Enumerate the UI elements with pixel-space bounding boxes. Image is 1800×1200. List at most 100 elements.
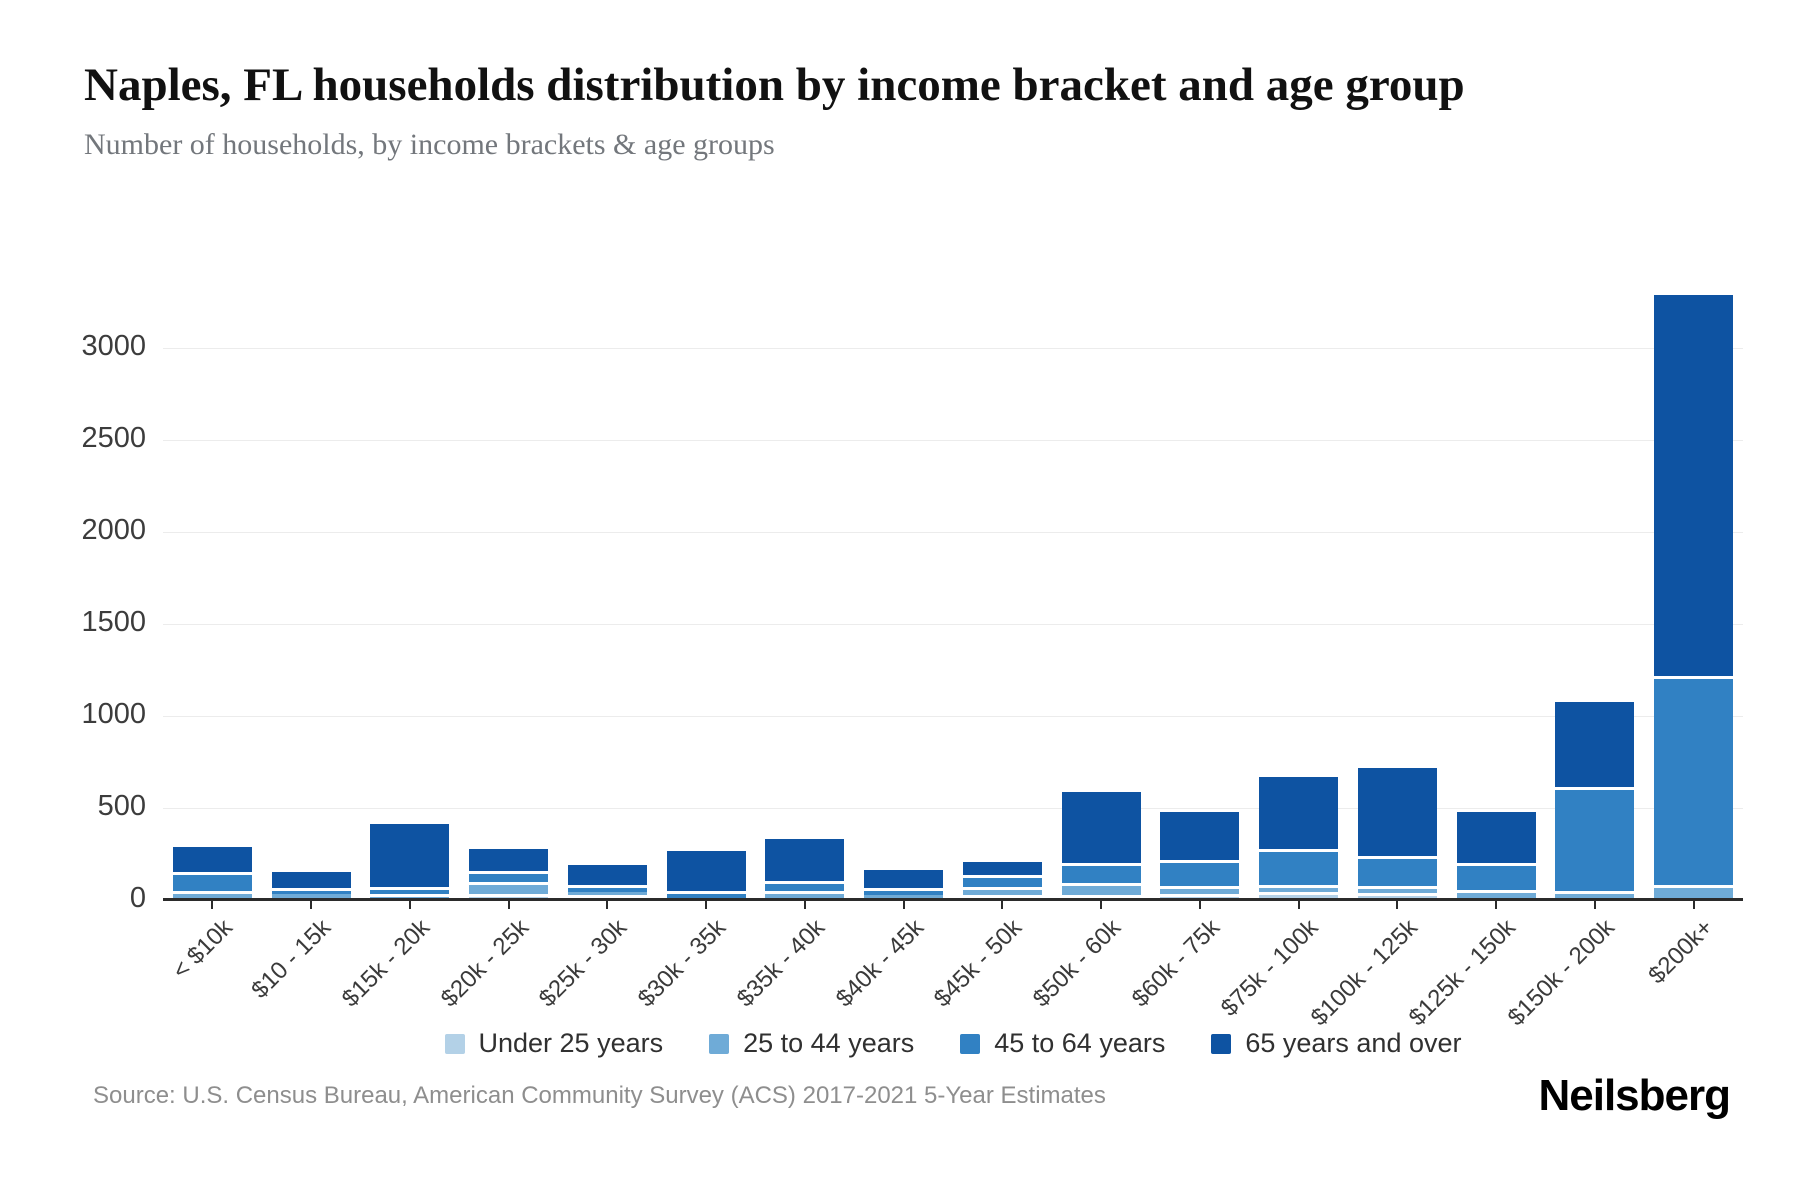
bar-segment-25-to-44-years (567, 891, 647, 899)
y-tick-label: 3000 (81, 330, 146, 362)
bar-segment-45-to-64-years (567, 888, 647, 892)
chart-footer: Source: U.S. Census Bureau, American Com… (0, 1066, 1800, 1126)
bar-segment-65-years-and-over (1654, 294, 1734, 680)
bar-segment-45-to-64-years (1357, 858, 1437, 889)
bar-segment-25-to-44-years (962, 889, 1042, 899)
neilsberg-logo: Neilsberg (1538, 1071, 1731, 1120)
x-axis-tick (902, 901, 905, 909)
bar-segment-25-to-44-years (1160, 888, 1240, 898)
bar-segment-65-years-and-over (567, 865, 647, 889)
x-tick-label: $10 - 15k (246, 914, 337, 1004)
bar-segment-45-to-64-years (765, 884, 845, 894)
bar-segment-25-to-44-years (1555, 894, 1635, 900)
bar-segment-65-years-and-over (962, 862, 1042, 878)
x-tick-label: $15k - 20k (336, 914, 435, 1013)
legend-swatch (444, 1033, 465, 1054)
bar-segment-45-to-64-years (1456, 865, 1536, 893)
x-tick-label: $30k - 35k (632, 914, 732, 1013)
bar-segment-25-to-44-years (469, 885, 549, 898)
bar-segment-65-years-and-over (1160, 811, 1240, 864)
gridline (163, 715, 1743, 717)
x-axis-tick (1198, 901, 1201, 909)
y-tick-label: 2500 (81, 422, 146, 454)
x-tick-label: $60k - 75k (1126, 914, 1225, 1013)
legend-swatch (1211, 1033, 1232, 1054)
bar-segment-25-to-44-years (1357, 888, 1437, 897)
gridline (163, 347, 1743, 349)
bar-segment-25-to-44-years (172, 893, 252, 899)
y-tick-label: 2000 (81, 514, 146, 546)
gridline (163, 531, 1743, 533)
x-tick-label: $75k - 100k (1215, 914, 1324, 1022)
x-axis-tick (1001, 901, 1004, 909)
bar-segment-25-to-44-years (1654, 888, 1734, 900)
bar-segment-65-years-and-over (469, 848, 549, 875)
bar-segment-65-years-and-over (765, 839, 845, 885)
x-axis-line (163, 898, 1743, 901)
y-tick-label: 1000 (81, 698, 146, 730)
stacked-bar-chart-plot-area: 0 500 1000 1500 2000 2500 3000 < $10k $10 - 15k $… (81, 260, 1743, 1031)
bar-segment-25-to-44-years (1456, 892, 1536, 900)
bar-segment-45-to-64-years (962, 877, 1042, 890)
bar-segment-25-to-44-years (864, 895, 944, 900)
bar-segment-45-to-64-years (1654, 679, 1734, 889)
bar-segment-45-to-64-years (864, 890, 944, 896)
bar-segment-45-to-64-years (1061, 865, 1141, 887)
x-axis-tick (1100, 901, 1103, 909)
x-tick-label: < $10k (166, 914, 238, 985)
bar-segment-65-years-and-over (370, 823, 450, 890)
page-subtitle: Number of households, by income brackets… (84, 128, 775, 162)
bar-segment-65-years-and-over (172, 846, 252, 876)
bar-segment-65-years-and-over (1555, 702, 1635, 790)
legend-label: Under 25 years (478, 1028, 664, 1058)
bar-segment-45-to-64-years (666, 893, 746, 899)
x-tick-label: $45k - 50k (929, 914, 1028, 1013)
gridline (163, 623, 1743, 625)
bar-segment-45-to-64-years (1259, 852, 1339, 889)
bar-segment-45-to-64-years (370, 889, 450, 898)
x-axis-tick (705, 901, 708, 909)
x-tick-label: $20k - 25k (435, 914, 534, 1013)
bar-segment-45-to-64-years (271, 890, 351, 895)
bar-segment-65-years-and-over (666, 851, 746, 894)
legend-item: 45 to 64 years (960, 1028, 1165, 1059)
legend-swatch (709, 1033, 730, 1054)
bar-segment-25-to-44-years (1061, 886, 1141, 899)
bar-segment-25-to-44-years (1259, 888, 1339, 896)
bar-segment-65-years-and-over (1456, 811, 1536, 866)
bar-segment-25-to-44-years (765, 893, 845, 899)
x-tick-label: $25k - 30k (534, 914, 633, 1013)
source-note: Source: U.S. Census Bureau, American Com… (93, 1082, 1106, 1109)
x-axis-tick (408, 901, 411, 909)
legend-swatch (960, 1033, 981, 1054)
legend-label: 45 to 64 years (994, 1028, 1166, 1058)
x-axis-tick (606, 901, 609, 909)
chart-header: Naples, FL households distribution by in… (84, 58, 1724, 162)
x-axis-tick (803, 901, 806, 909)
bar-segment-65-years-and-over (271, 871, 351, 891)
legend-item: 65 years and over (1211, 1028, 1462, 1059)
y-tick-label: 1500 (81, 606, 146, 638)
bar-segment-65-years-and-over (1061, 792, 1141, 866)
bar-segment-65-years-and-over (1357, 767, 1437, 859)
legend-item: 25 to 44 years (709, 1028, 914, 1059)
bar-segment-45-to-64-years (1555, 789, 1635, 895)
x-axis-tick (211, 901, 214, 909)
x-tick-label: $40k - 45k (830, 914, 929, 1013)
gridline (163, 807, 1743, 809)
x-axis-tick (1692, 901, 1695, 909)
bar-segment-65-years-and-over (864, 869, 944, 891)
bar-segment-45-to-64-years (1160, 863, 1240, 889)
legend-item: Under 25 years (444, 1028, 664, 1059)
x-tick-label: $35k - 40k (731, 914, 830, 1013)
x-axis-tick (1396, 901, 1399, 909)
y-tick-label: 500 (97, 790, 146, 822)
gridline (163, 439, 1743, 441)
bar-segment-45-to-64-years (172, 875, 252, 894)
x-axis-tick (1593, 901, 1596, 909)
page-title: Naples, FL households distribution by in… (84, 59, 1465, 111)
x-axis-tick (310, 901, 313, 909)
bar-segment-45-to-64-years (469, 874, 549, 886)
legend-label: 25 to 44 years (743, 1028, 915, 1058)
